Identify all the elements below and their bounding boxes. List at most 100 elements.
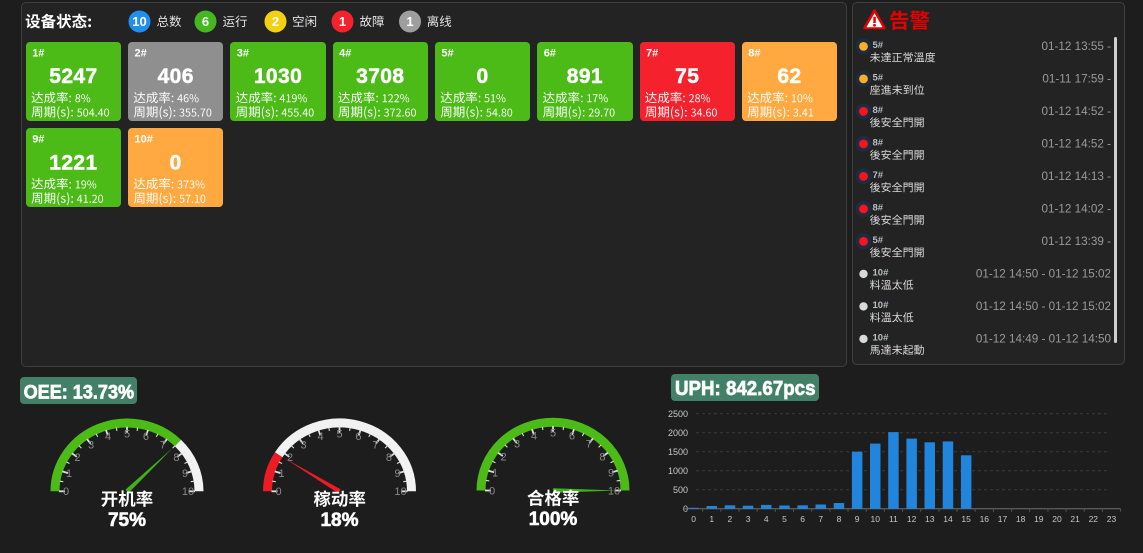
svg-text:15: 15 [961,514,971,524]
svg-text:5: 5 [550,428,556,440]
svg-text:10: 10 [608,485,620,497]
svg-text:01-12 14:13 -: 01-12 14:13 - [1041,170,1111,183]
svg-text:5#: 5# [441,48,453,60]
svg-text:2: 2 [75,452,81,464]
svg-text:16: 16 [980,514,990,524]
svg-text:3: 3 [514,439,520,451]
svg-text:8#: 8# [873,202,884,213]
svg-text:1500: 1500 [668,447,688,457]
svg-text:6#: 6# [544,48,556,60]
svg-text:1: 1 [709,514,714,524]
svg-text:01-12 13:39 -: 01-12 13:39 - [1041,235,1111,248]
svg-text:5: 5 [124,428,130,440]
svg-text:7: 7 [586,439,592,451]
svg-text:7: 7 [818,514,823,524]
svg-text:6: 6 [355,431,361,443]
svg-text:891: 891 [567,65,603,88]
svg-text:9#: 9# [32,134,44,146]
svg-text:0: 0 [275,486,281,498]
svg-text:6: 6 [569,430,575,442]
svg-text:500: 500 [673,485,688,495]
svg-text:11: 11 [889,514,898,524]
svg-text:01-12 14:52 -: 01-12 14:52 - [1041,105,1111,118]
svg-text:1: 1 [66,468,72,480]
svg-text:10#: 10# [873,332,890,343]
svg-text:1: 1 [492,467,498,479]
svg-text:2: 2 [272,14,279,29]
svg-text:9: 9 [608,467,614,479]
svg-text:3: 3 [746,514,751,524]
svg-text:8: 8 [386,452,392,464]
svg-text:1: 1 [339,14,346,29]
svg-text:18: 18 [1016,514,1026,524]
svg-text:21: 21 [1070,514,1080,524]
svg-text:12: 12 [907,514,917,524]
svg-text:4#: 4# [339,48,351,60]
svg-text:3: 3 [88,439,94,451]
svg-text:3708: 3708 [356,65,404,88]
svg-text:01-12 14:50 - 01-12 15:02: 01-12 14:50 - 01-12 15:02 [976,300,1111,313]
svg-text:75%: 75% [108,510,146,531]
svg-text:2: 2 [287,452,293,464]
svg-text:5: 5 [336,428,342,440]
svg-text:10#: 10# [873,300,890,311]
svg-text:406: 406 [158,65,194,88]
svg-text:0: 0 [170,151,182,174]
svg-text:14: 14 [943,514,953,524]
svg-text:17: 17 [998,514,1008,524]
svg-text:01-11 17:59 -: 01-11 17:59 - [1042,73,1111,86]
svg-text:OEE: 13.73%: OEE: 13.73% [24,382,135,403]
svg-text:62: 62 [777,65,801,88]
svg-text:7: 7 [160,439,166,451]
svg-text:8: 8 [837,514,842,524]
svg-text:9: 9 [394,468,400,480]
svg-text:20: 20 [1052,514,1062,524]
svg-text:2500: 2500 [668,409,688,419]
svg-text:5: 5 [782,514,787,524]
svg-text:1#: 1# [32,48,44,60]
svg-text:10: 10 [182,486,194,498]
svg-text:01-12 14:02 -: 01-12 14:02 - [1041,203,1111,216]
svg-text:01-12 14:52 -: 01-12 14:52 - [1041,138,1111,151]
svg-text:5#: 5# [873,72,884,83]
svg-text:4: 4 [318,431,324,443]
svg-text:18%: 18% [320,510,358,531]
svg-text:4: 4 [531,430,537,442]
svg-text:75: 75 [675,65,699,88]
svg-text:10: 10 [871,514,881,524]
svg-text:1221: 1221 [49,151,97,174]
svg-text:UPH: 842.67pcs: UPH: 842.67pcs [675,378,816,400]
svg-text:3#: 3# [237,48,249,60]
svg-text:6: 6 [143,431,149,443]
svg-text:0: 0 [489,485,495,497]
svg-text:1000: 1000 [668,466,688,476]
svg-text:8#: 8# [873,137,884,148]
svg-text:6: 6 [800,514,805,524]
svg-text:2: 2 [501,451,507,463]
svg-text:5#: 5# [873,235,884,246]
svg-text:01-12 13:55 -: 01-12 13:55 - [1041,40,1111,53]
svg-text:9: 9 [182,468,188,480]
svg-text:19: 19 [1034,514,1044,524]
svg-text:5247: 5247 [49,65,97,88]
svg-text:7#: 7# [873,170,884,181]
svg-text:1030: 1030 [254,65,302,88]
svg-text:22: 22 [1089,514,1099,524]
svg-text:2000: 2000 [668,428,688,438]
svg-text:0: 0 [691,514,696,524]
svg-text:10#: 10# [135,134,153,146]
svg-text:0: 0 [63,486,69,498]
svg-text:10: 10 [132,14,146,29]
svg-text:10: 10 [394,486,406,498]
svg-text:4: 4 [764,514,769,524]
svg-text:2#: 2# [135,48,147,60]
svg-text:1: 1 [278,468,284,480]
svg-text:8#: 8# [873,105,884,116]
svg-text:100%: 100% [529,509,578,530]
svg-text:1: 1 [406,14,413,29]
svg-text:3: 3 [301,439,307,451]
svg-text:8: 8 [599,451,605,463]
svg-text:01-12 14:49 - 01-12 14:50: 01-12 14:49 - 01-12 14:50 [976,333,1112,346]
svg-text:4: 4 [105,431,111,443]
svg-text:7#: 7# [646,48,658,60]
